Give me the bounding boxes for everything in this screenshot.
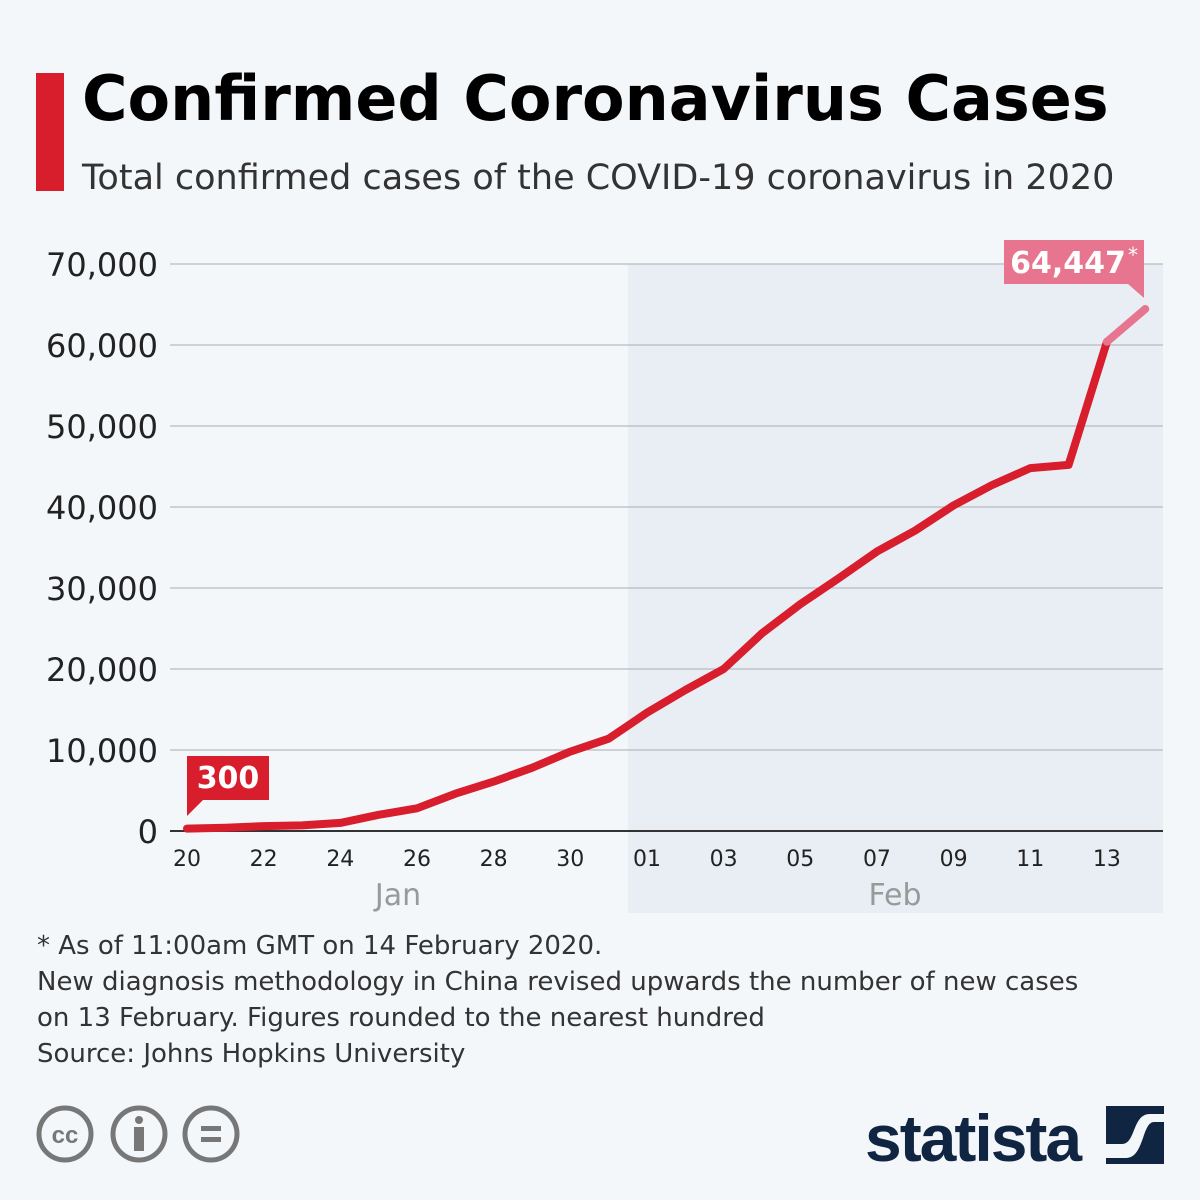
- cases-line: [183, 337, 1111, 833]
- note-methodology-2: on 13 February. Figures rounded to the n…: [37, 1003, 765, 1033]
- title-accent-bar: [36, 73, 64, 191]
- note-asof: * As of 11:00am GMT on 14 February 2020.: [37, 931, 603, 961]
- last-value-callout: 64,447 *: [1004, 240, 1144, 298]
- page-subtitle: Total confirmed cases of the COVID-19 co…: [82, 158, 1115, 198]
- attribution-icon[interactable]: [110, 1105, 168, 1163]
- x-tick-label: 11: [1016, 847, 1044, 872]
- x-tick-label: 22: [250, 847, 278, 872]
- no-derivatives-icon[interactable]: [182, 1105, 240, 1163]
- x-tick-label: 24: [326, 847, 354, 872]
- cases-line-latest-segment: [1102, 304, 1150, 346]
- y-tick-label: 10,000: [46, 732, 158, 770]
- note-source: Source: Johns Hopkins University: [37, 1039, 466, 1069]
- first-value-callout: 300: [187, 756, 269, 816]
- brand-name: statista: [865, 1101, 1082, 1175]
- first-value-label: 300: [197, 761, 260, 796]
- y-tick-label: 70,000: [46, 246, 158, 284]
- y-tick-label: 30,000: [46, 570, 158, 608]
- last-value-asterisk: *: [1128, 243, 1138, 267]
- month-label-feb: Feb: [868, 878, 921, 913]
- x-tick-label: 13: [1093, 847, 1121, 872]
- x-tick-label: 05: [786, 847, 814, 872]
- x-tick-label: 03: [710, 847, 738, 872]
- x-tick-label: 01: [633, 847, 661, 872]
- x-tick-label: 20: [173, 847, 201, 872]
- page-title: Confirmed Coronavirus Cases: [82, 62, 1109, 135]
- note-methodology-1: New diagnosis methodology in China revis…: [37, 967, 1079, 997]
- last-value-label: 64,447: [1010, 246, 1126, 281]
- x-tick-label: 07: [863, 847, 891, 872]
- statista-logo-mark-icon: [1106, 1106, 1164, 1164]
- x-tick-label: 26: [403, 847, 431, 872]
- month-label-jan: Jan: [373, 878, 421, 913]
- footnotes: * As of 11:00am GMT on 14 February 2020.…: [37, 928, 1078, 1072]
- license-icons[interactable]: cc: [36, 1105, 246, 1165]
- y-tick-label: 20,000: [46, 651, 158, 689]
- y-tick-label: 40,000: [46, 489, 158, 527]
- x-tick-label: 28: [480, 847, 508, 872]
- y-tick-label: 60,000: [46, 327, 158, 365]
- y-tick-label: 50,000: [46, 408, 158, 446]
- svg-text:cc: cc: [52, 1122, 79, 1149]
- x-tick-label: 09: [940, 847, 968, 872]
- y-tick-label: 0: [138, 813, 158, 851]
- x-tick-label: 30: [556, 847, 584, 872]
- cc-icon[interactable]: cc: [36, 1105, 94, 1163]
- statista-logo[interactable]: statista: [865, 1100, 1082, 1176]
